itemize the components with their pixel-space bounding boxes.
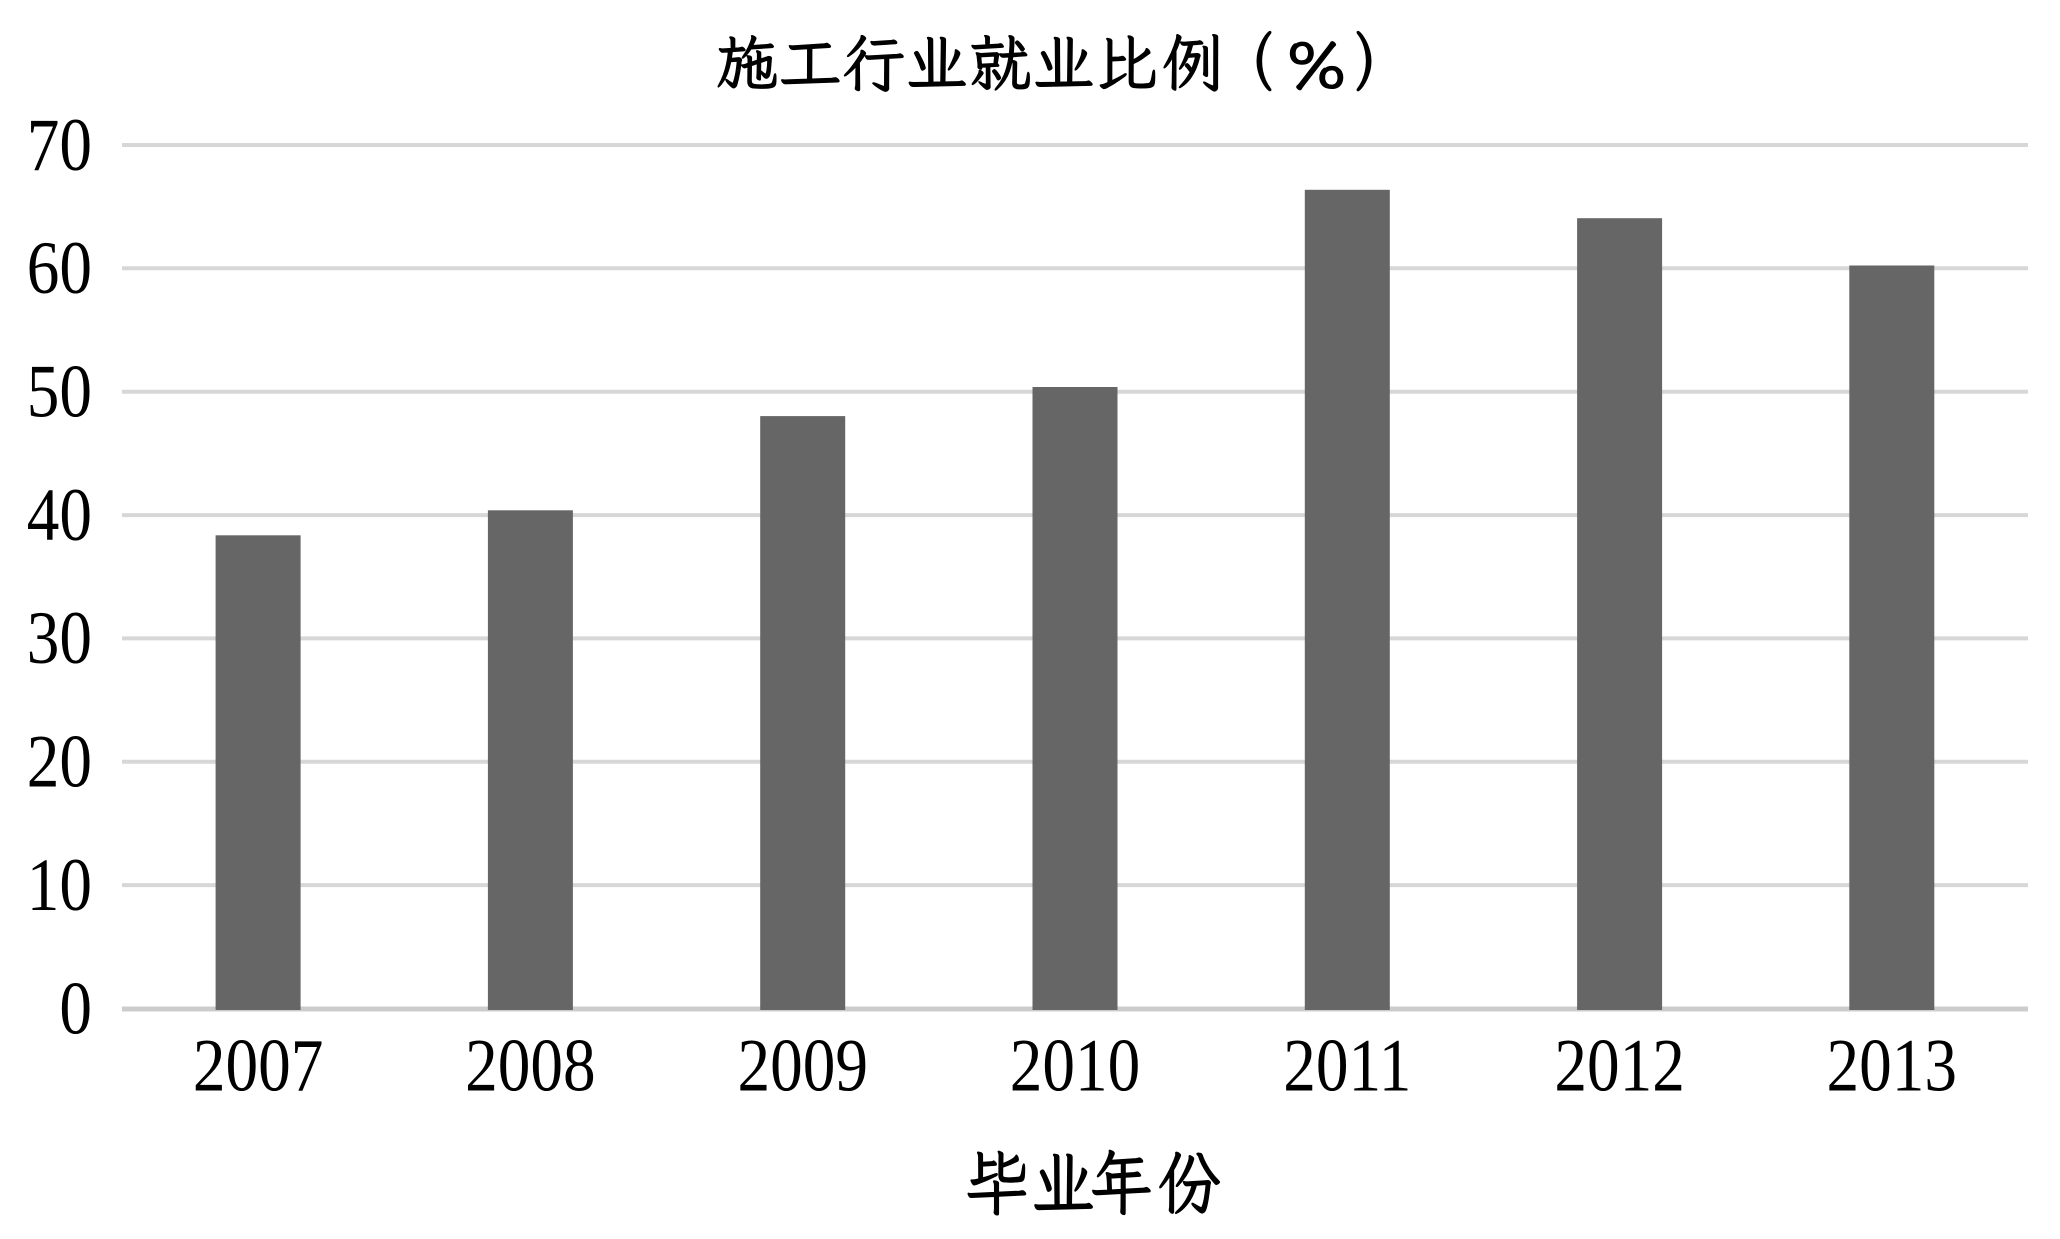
svg-text:2013: 2013: [1827, 1024, 1957, 1107]
svg-text:2011: 2011: [1283, 1024, 1411, 1107]
svg-text:30: 30: [27, 597, 92, 680]
svg-text:2012: 2012: [1554, 1024, 1684, 1107]
svg-text:2007: 2007: [193, 1024, 323, 1107]
svg-text:60: 60: [27, 227, 92, 310]
svg-text:70: 70: [27, 104, 92, 187]
svg-text:2010: 2010: [1010, 1024, 1140, 1107]
svg-text:40: 40: [27, 474, 92, 557]
svg-text:10: 10: [27, 844, 92, 927]
svg-text:2008: 2008: [465, 1024, 595, 1107]
svg-text:0: 0: [59, 967, 92, 1050]
svg-text:50: 50: [27, 350, 92, 433]
svg-text:2009: 2009: [737, 1024, 867, 1107]
svg-text:20: 20: [27, 720, 92, 803]
